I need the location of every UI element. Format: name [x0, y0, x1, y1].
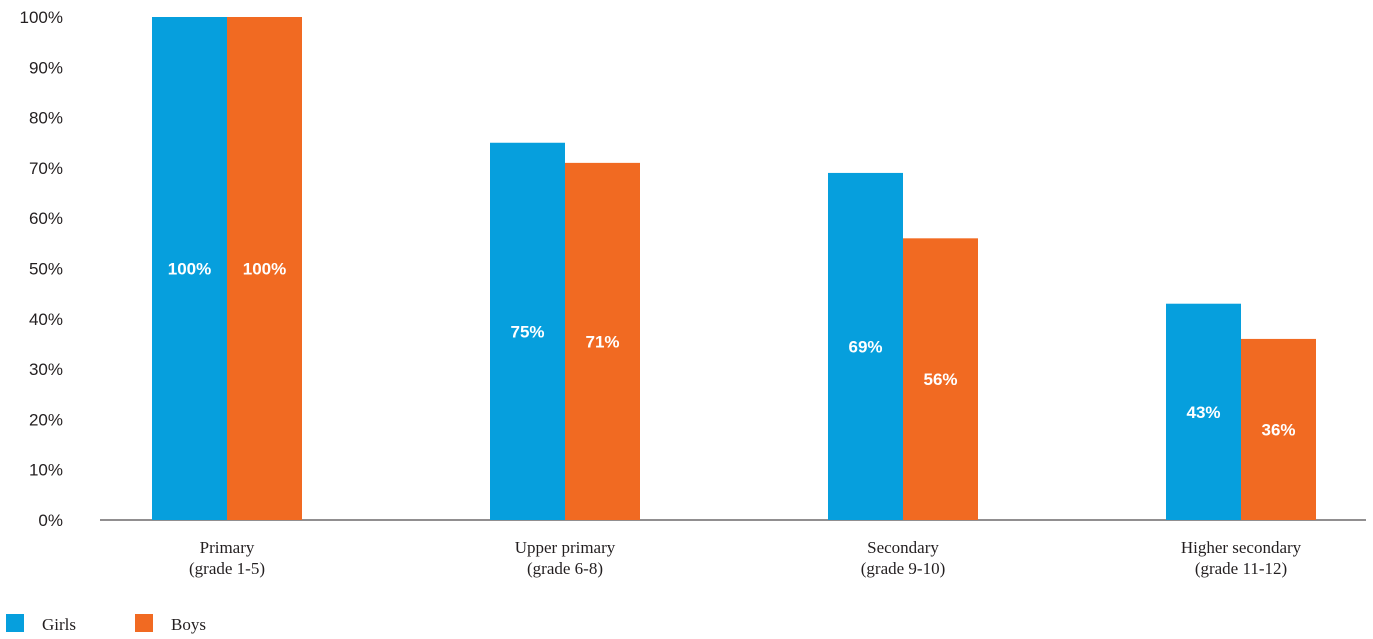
data-label: 56% [923, 370, 957, 389]
legend-label-girls: Girls [42, 615, 76, 634]
x-category-label: Secondary [867, 538, 939, 557]
x-axis-categories: Primary (grade 1-5) Upper primary (grade 6-… [189, 538, 1302, 578]
data-label: 75% [510, 322, 544, 341]
y-tick-label: 60% [29, 209, 63, 228]
data-label: 69% [848, 337, 882, 356]
bar-boys [565, 162, 640, 520]
x-category-label: (grade 9-10) [861, 559, 946, 578]
bar-girls [828, 172, 903, 520]
bar-girls [1166, 303, 1241, 520]
y-tick-label: 70% [29, 159, 63, 178]
x-category-label: (grade 6-8) [527, 559, 603, 578]
data-label: 100% [168, 260, 211, 279]
legend-swatch-boys [135, 614, 153, 632]
data-label: 43% [1186, 403, 1220, 422]
legend-swatch-girls [6, 614, 24, 632]
legend-label-boys: Boys [171, 615, 206, 634]
y-tick-label: 20% [29, 410, 63, 429]
data-label: 71% [585, 332, 619, 351]
y-tick-label: 10% [29, 461, 63, 480]
x-category-label: (grade 11-12) [1195, 559, 1287, 578]
x-category-label: Higher secondary [1181, 538, 1302, 557]
y-tick-label: 0% [38, 511, 63, 530]
data-labels: 100% 75% 69% 43% 100% 71% 56% 36% [168, 260, 1296, 440]
bar-girls [490, 142, 565, 520]
bar-boys [227, 17, 302, 520]
y-tick-label: 100% [20, 8, 63, 27]
y-tick-label: 90% [29, 58, 63, 77]
data-label: 36% [1261, 420, 1295, 439]
x-category-label: Primary [200, 538, 255, 557]
y-tick-label: 80% [29, 109, 63, 128]
y-tick-label: 40% [29, 310, 63, 329]
x-category-label: Upper primary [515, 538, 616, 557]
bars [152, 17, 1316, 520]
bar-girls [152, 17, 227, 520]
y-tick-label: 50% [29, 260, 63, 279]
legend: Girls Boys [6, 614, 206, 634]
x-category-label: (grade 1-5) [189, 559, 265, 578]
data-label: 100% [243, 260, 286, 279]
y-axis-ticks: 0% 10% 20% 30% 40% 50% 60% 70% 80% 90% 100% [20, 8, 63, 530]
bar-boys [903, 238, 978, 520]
y-tick-label: 30% [29, 360, 63, 379]
bar-boys [1241, 338, 1316, 520]
